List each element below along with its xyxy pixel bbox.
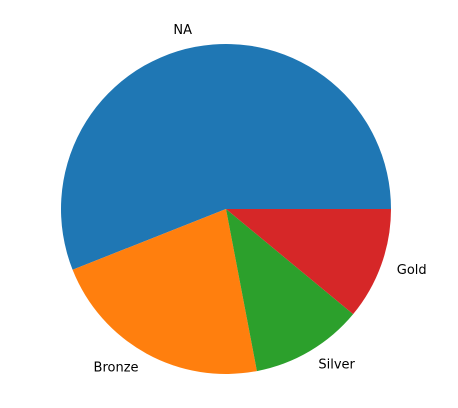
pie-slice-na (61, 43, 392, 270)
pie-label-na: NA (173, 23, 192, 38)
pie-label-silver: Silver (318, 358, 355, 373)
pie-label-bronze: Bronze (94, 361, 139, 376)
pie-slice-bronze (72, 209, 257, 374)
pie-slices (61, 43, 392, 374)
pie-slice-silver (226, 209, 354, 372)
pie-labels: NA Bronze Silver Gold (94, 23, 427, 375)
pie-label-gold: Gold (397, 263, 427, 278)
pie-slice-gold (226, 209, 391, 315)
